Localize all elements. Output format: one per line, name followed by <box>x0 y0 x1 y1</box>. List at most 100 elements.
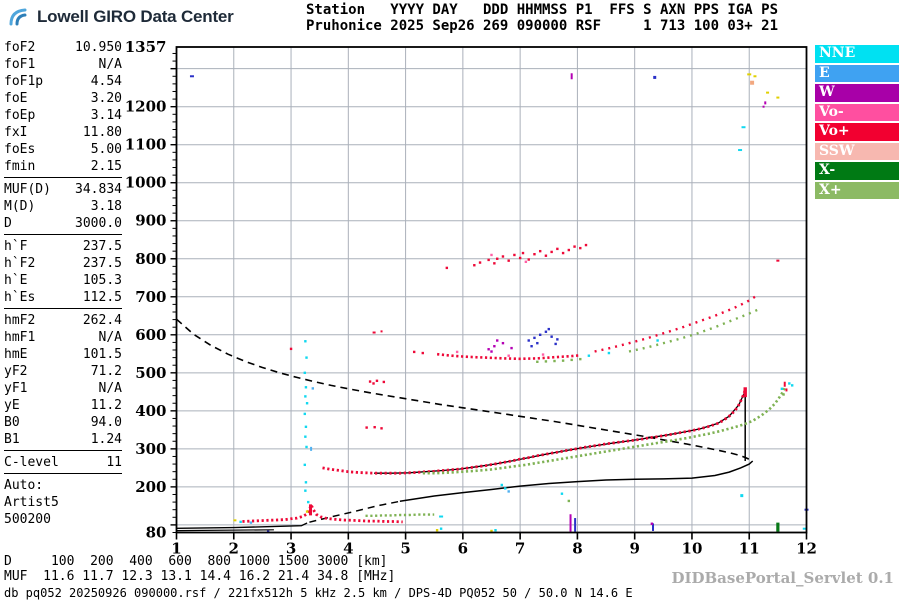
echo-dot <box>504 487 507 490</box>
echo-dot <box>439 515 444 518</box>
echo-dot <box>487 348 490 351</box>
echo-dot <box>544 330 548 333</box>
echo-dot <box>747 73 752 76</box>
param-row-clevel: C-level 11 <box>4 454 122 471</box>
echo-dot <box>305 445 308 449</box>
param-value: N/A <box>98 381 122 396</box>
echo-dot <box>762 105 765 108</box>
param-label: C-level <box>4 455 59 470</box>
y-tick-label: 500 <box>135 364 166 382</box>
echo-dot <box>435 529 439 532</box>
param-label: B0 <box>4 415 20 430</box>
y-tick-label: 1000 <box>125 174 167 192</box>
echo-dot <box>490 253 493 257</box>
legend-item-nne: NNE <box>815 45 899 63</box>
echo-dot <box>547 327 550 331</box>
param-row-fof1: foF1 N/A <box>4 56 122 73</box>
param-row-auto: Auto: <box>4 477 122 494</box>
param-value: 105.3 <box>82 273 122 288</box>
legend-item-x: X+ <box>815 181 899 199</box>
param-row-b0: B0 94.0 <box>4 414 122 431</box>
echo-dot <box>527 258 530 261</box>
param-label: MUF(D) <box>4 182 51 197</box>
echo-dot <box>741 126 746 129</box>
param-label: h`Es <box>4 290 36 305</box>
y-tick-label: 400 <box>135 402 166 420</box>
x-tick-label: 8 <box>572 540 582 558</box>
y-tick-label: 200 <box>135 478 166 496</box>
echo-dot <box>550 335 553 338</box>
echo-dot <box>776 259 780 262</box>
echo-dot <box>561 359 565 362</box>
echo-dot <box>518 256 522 260</box>
echo-dot <box>560 492 564 495</box>
echo-dot <box>776 96 780 99</box>
echo-dot <box>579 357 582 361</box>
param-value: 3.20 <box>90 91 122 106</box>
echo-dot <box>494 529 497 532</box>
echo-dot <box>607 351 611 355</box>
param-label: h`F2 <box>4 256 36 271</box>
echo-dot <box>521 251 525 255</box>
header-line2: Pruhonice 2025 Sep26 269 090000 RSF 1 71… <box>306 17 779 34</box>
echo-dot <box>490 350 493 353</box>
echo-dot <box>507 354 510 357</box>
echo-dot <box>656 339 659 342</box>
echo-dot <box>380 330 383 333</box>
echo-dot <box>439 527 443 530</box>
echo-dot <box>524 260 528 264</box>
y-tick-label: 700 <box>135 288 166 306</box>
echo-dot <box>305 510 309 513</box>
echo-dot <box>538 249 542 253</box>
echo-dot <box>373 425 376 429</box>
echo-dot <box>802 527 807 530</box>
param-row-foep: foEp 3.14 <box>4 107 122 124</box>
second-hop-flat <box>436 352 581 361</box>
echo-dot <box>740 494 744 498</box>
param-value: 71.2 <box>90 364 122 379</box>
param-value: N/A <box>98 57 122 72</box>
param-label: foE <box>4 91 28 106</box>
param-value: 3.14 <box>90 108 122 123</box>
separator-line <box>4 450 122 451</box>
muf-distance-table: D 100 200 400 600 800 1000 1500 3000 [km… <box>4 554 395 584</box>
param-row-hmf1: hmF1 N/A <box>4 329 122 346</box>
echo-dot <box>303 371 306 375</box>
y-tick-label: 300 <box>135 440 166 458</box>
x-tick-label: 4 <box>343 540 353 558</box>
echo-dot <box>567 499 571 503</box>
param-value: 3.18 <box>90 199 122 214</box>
status-bar: db pq052 20250926 090000.rsf / 221fx512h… <box>4 586 633 600</box>
echo-dot <box>289 347 293 351</box>
e-profile-line-a <box>176 522 308 529</box>
echo-dot <box>573 245 576 248</box>
param-row-artist5: Artist5 <box>4 494 122 511</box>
param-value: 94.0 <box>90 415 122 430</box>
x-tick-label: 3 <box>286 540 296 558</box>
echo-dot <box>303 412 306 416</box>
param-label: foEp <box>4 108 36 123</box>
legend-item-x: X- <box>815 162 899 180</box>
echo-dot <box>304 481 308 484</box>
echo-direction-legend: NNE E W Vo- Vo+ SSW X- X+ <box>815 45 899 201</box>
param-row-fmin: fmin 2.15 <box>4 158 122 175</box>
f-trace-x <box>422 387 786 475</box>
echo-dot <box>372 382 375 385</box>
param-value: 2.15 <box>90 159 122 174</box>
echo-dot <box>785 388 788 392</box>
echo-dot <box>766 91 770 94</box>
param-value: 262.4 <box>82 313 122 328</box>
echo-dot <box>538 333 542 337</box>
echo-dot <box>536 341 539 345</box>
echo-dot <box>305 402 309 405</box>
param-label: 500200 <box>4 512 51 527</box>
echo-dot <box>530 345 533 348</box>
echo-dot <box>790 384 794 387</box>
param-value: 1.24 <box>90 432 122 447</box>
param-value: 112.5 <box>82 290 122 305</box>
param-value: 237.5 <box>82 256 122 271</box>
separator-line <box>4 473 122 474</box>
echo-dot <box>239 520 242 524</box>
echo-dot <box>304 395 307 398</box>
